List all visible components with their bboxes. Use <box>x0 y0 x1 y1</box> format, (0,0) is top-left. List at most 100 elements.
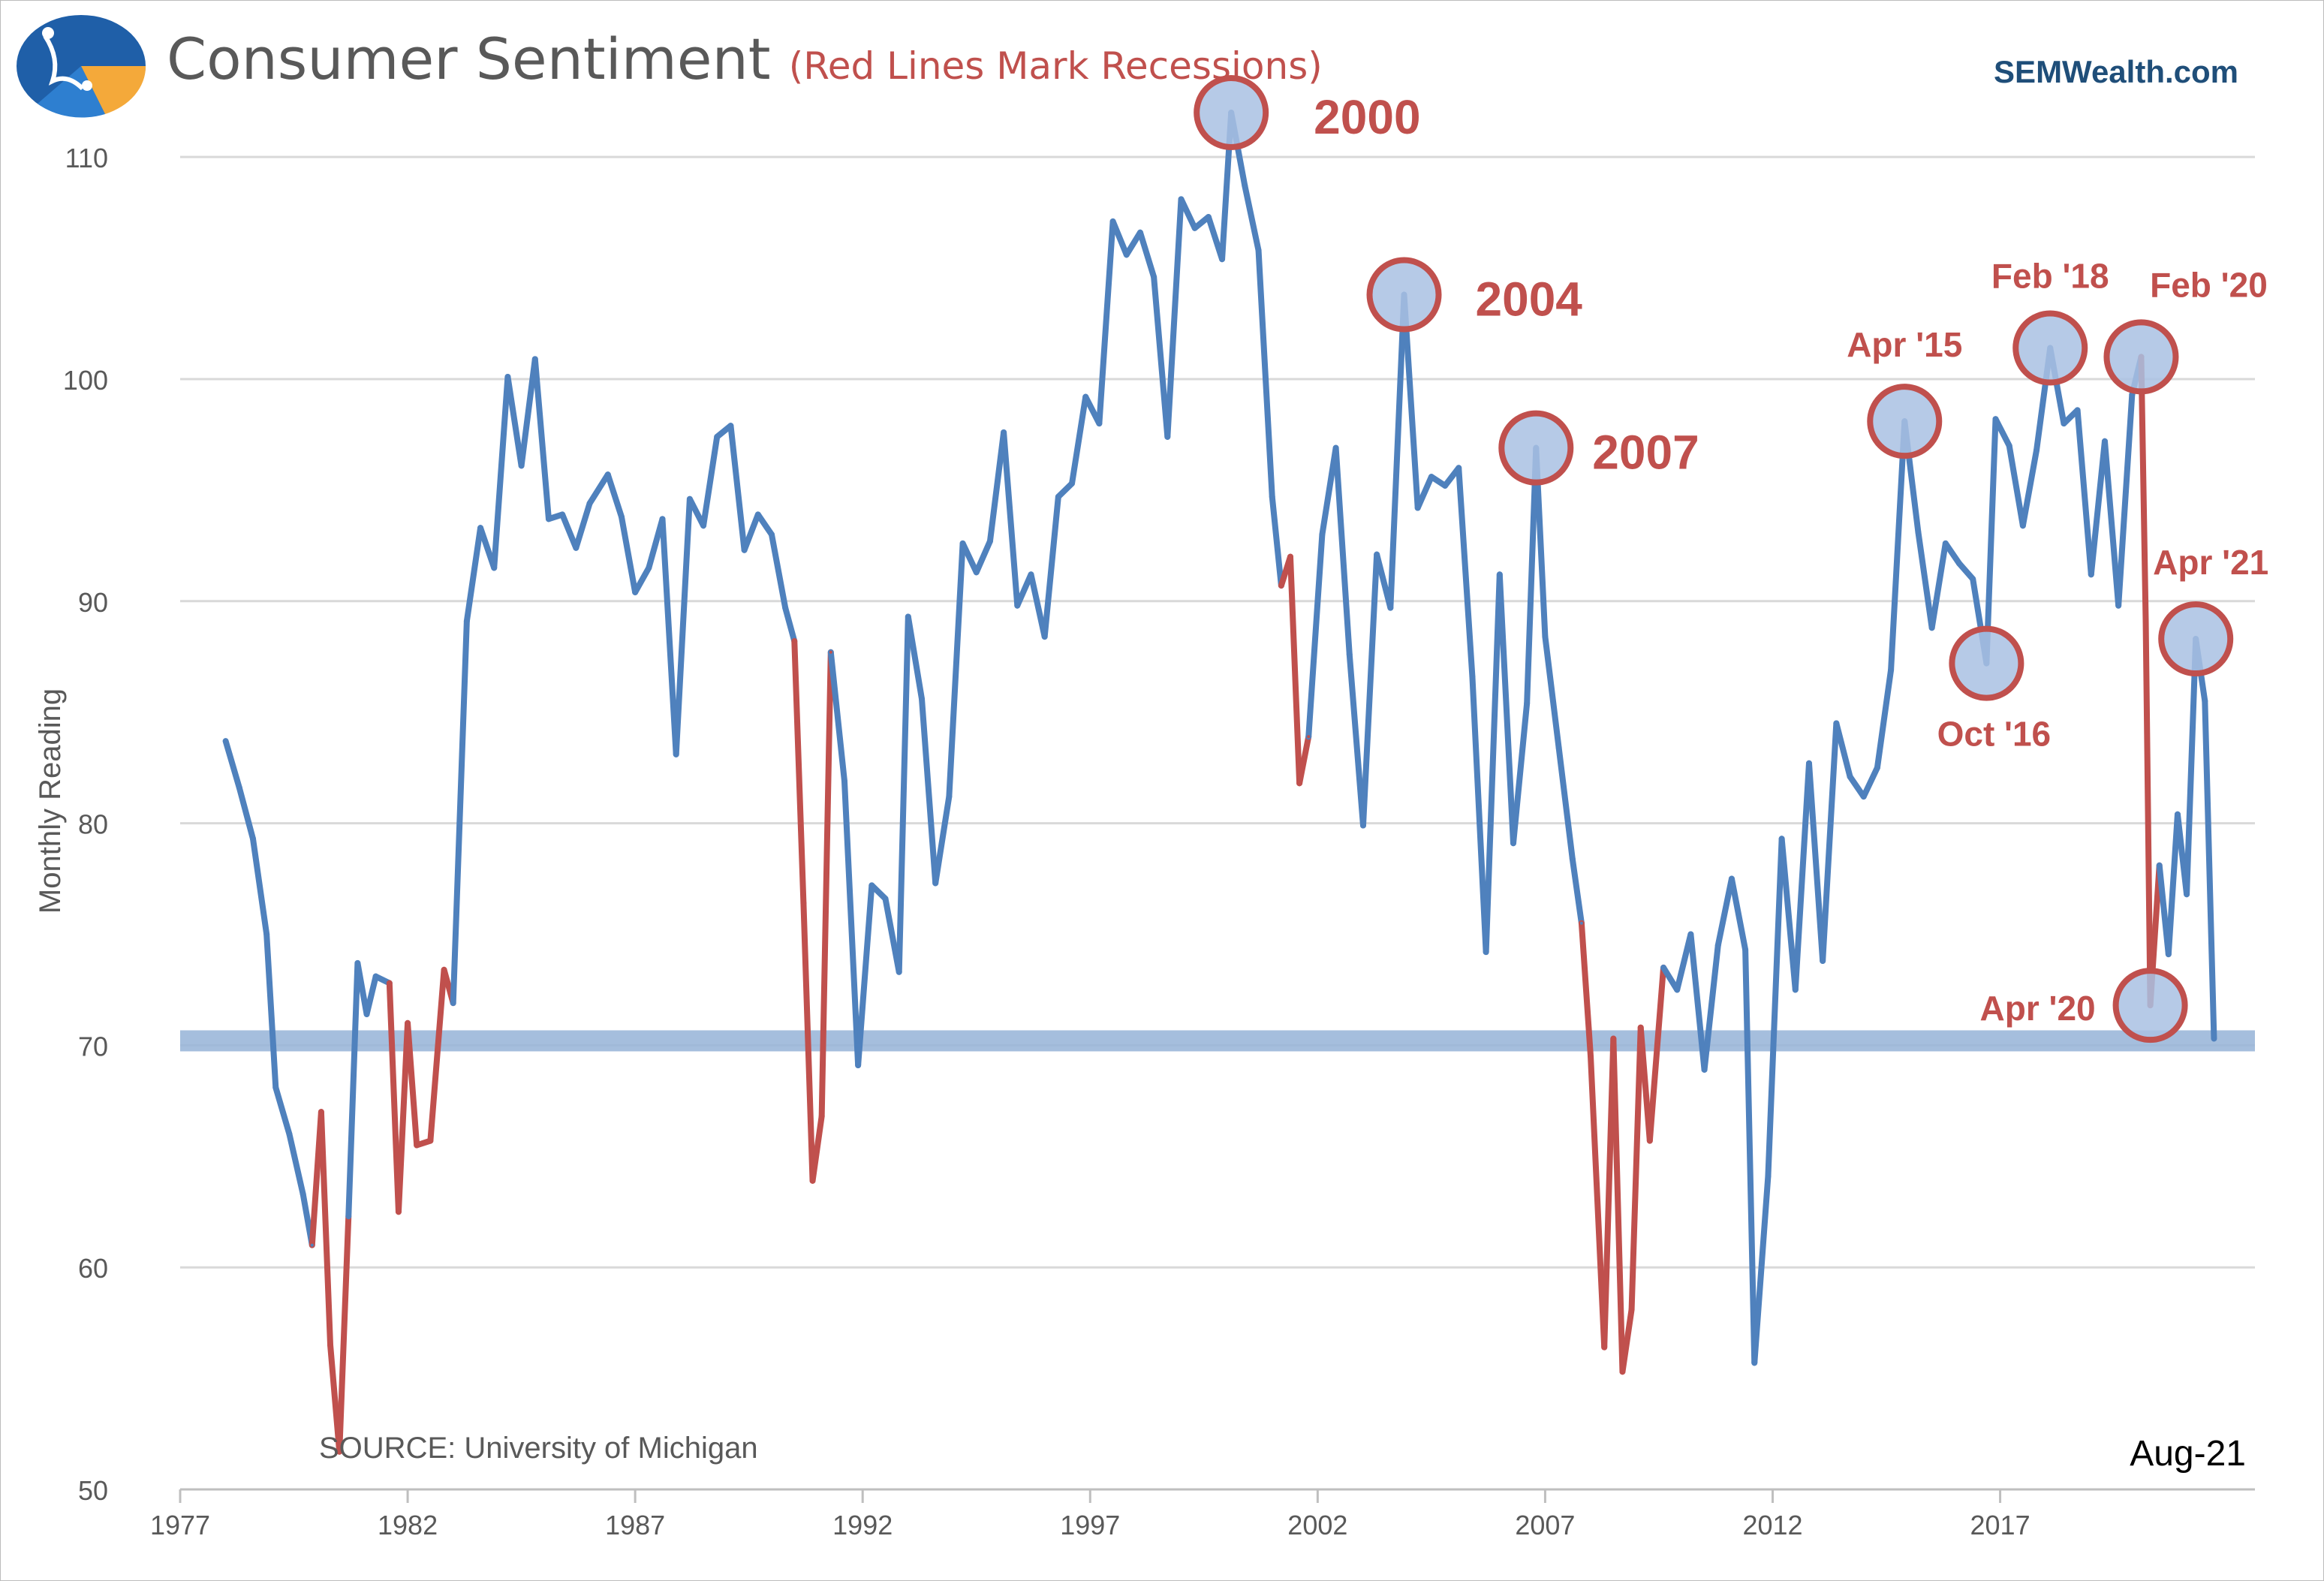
annotation-label: Feb '20 <box>2150 265 2268 304</box>
sentiment-segment <box>1778 836 1799 993</box>
recession-segment <box>1296 733 1312 787</box>
sentiment-segment <box>782 604 798 645</box>
recession-segment <box>809 1113 825 1184</box>
sentiment-segment <box>1041 493 1061 640</box>
sentiment-segment <box>827 649 847 784</box>
data-point <box>1457 466 1461 470</box>
sentiment-segment <box>1792 760 1812 993</box>
recession-segment <box>818 649 834 1120</box>
sentiment-segment <box>491 374 511 571</box>
data-point <box>1793 988 1797 992</box>
data-point <box>1043 635 1046 639</box>
annotation-circle <box>1949 625 2024 701</box>
recession-segment <box>1588 1053 1608 1351</box>
data-point <box>2103 439 2106 443</box>
data-point <box>961 541 965 545</box>
data-point <box>1943 541 1947 545</box>
data-point <box>2062 422 2066 426</box>
data-point <box>588 501 592 505</box>
data-point <box>1288 555 1292 559</box>
sentiment-segment <box>2019 447 2040 529</box>
data-point <box>715 435 719 438</box>
chart-title: Consumer Sentiment (Red Lines Mark Reces… <box>167 26 1323 92</box>
data-point <box>1206 215 1210 219</box>
sentiment-segment <box>1469 673 1489 956</box>
recession-segment <box>336 1213 352 1455</box>
data-point <box>674 752 678 756</box>
data-point <box>1179 197 1183 201</box>
x-tick-label: 1982 <box>378 1510 438 1540</box>
x-tick-label: 2012 <box>1742 1510 1802 1540</box>
sentiment-segment <box>450 618 470 1007</box>
data-point <box>1579 921 1583 925</box>
data-point <box>274 1086 278 1089</box>
data-point <box>1753 1361 1757 1365</box>
recession-segment <box>395 1019 411 1215</box>
sentiment-segment <box>2184 636 2199 898</box>
data-point <box>1675 988 1679 992</box>
data-point <box>1152 275 1156 279</box>
brand-link[interactable]: SEMWealth.com <box>1994 54 2238 89</box>
data-point <box>1320 533 1324 537</box>
data-point <box>2076 408 2079 412</box>
data-point <box>1603 1345 1606 1349</box>
data-point <box>396 1210 400 1214</box>
data-point <box>884 897 887 901</box>
data-point <box>356 961 360 965</box>
data-point <box>988 539 992 543</box>
data-point <box>769 533 773 537</box>
sentiment-segment <box>673 495 693 757</box>
sentiment-segment <box>1359 551 1380 829</box>
sentiment-segment <box>896 613 911 975</box>
data-point <box>2175 812 2179 816</box>
data-point <box>1716 944 1720 947</box>
sentiment-segment <box>959 540 980 576</box>
sentiment-segment <box>559 511 579 551</box>
data-point <box>533 357 537 361</box>
annotation-label: Apr '21 <box>2153 543 2268 582</box>
data-point <box>1612 1037 1615 1040</box>
sentiment-segment <box>518 356 538 469</box>
data-point <box>1648 1139 1651 1143</box>
sentiment-segment <box>2101 438 2122 609</box>
recession-segment <box>427 966 447 1144</box>
data-point <box>374 974 378 978</box>
sentiment-segment <box>1096 218 1116 427</box>
data-point <box>387 981 391 985</box>
sentiment-segment <box>272 1084 293 1137</box>
sentiment-segment <box>855 882 875 1069</box>
data-point <box>2212 1037 2216 1040</box>
source-note: SOURCE: University of Michigan <box>319 1432 758 1465</box>
sentiment-segment <box>868 882 889 902</box>
annotation-circle <box>2158 601 2234 677</box>
y-tick-label: 80 <box>78 809 108 840</box>
data-point <box>2203 699 2207 703</box>
annotation-label: Feb '18 <box>1991 257 2109 296</box>
sentiment-segment <box>659 516 679 757</box>
data-point <box>974 571 978 574</box>
data-point <box>2007 444 2011 447</box>
reference-band <box>180 1030 2255 1052</box>
sentiment-segment <box>363 973 379 1017</box>
sentiment-segment <box>1874 667 1895 771</box>
sentiment-segment <box>1387 291 1407 611</box>
sentiment-segment <box>1483 571 1503 956</box>
data-point <box>1639 1025 1642 1029</box>
data-point <box>1471 675 1474 679</box>
sentiment-segment <box>1569 855 1585 926</box>
data-point <box>1621 1370 1624 1374</box>
data-point <box>451 1001 455 1005</box>
data-point <box>1166 435 1170 438</box>
recession-segment <box>800 900 816 1184</box>
sentiment-segment <box>1847 773 1867 800</box>
data-point <box>2117 604 2121 607</box>
sentiment-segment <box>1555 745 1576 862</box>
data-point <box>1994 417 1997 421</box>
sentiment-segment <box>1742 947 1758 1366</box>
data-point <box>338 1450 342 1453</box>
data-point <box>546 517 550 521</box>
sentiment-segment <box>1164 196 1185 440</box>
data-point <box>1875 766 1879 769</box>
data-point <box>1807 761 1811 765</box>
